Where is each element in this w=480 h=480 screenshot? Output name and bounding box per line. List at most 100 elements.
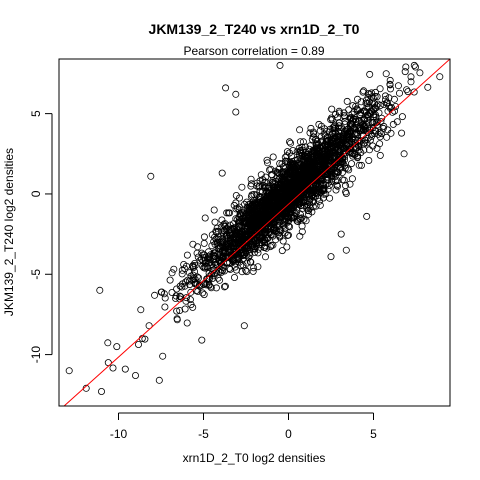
data-point [240, 200, 248, 208]
data-point [252, 211, 260, 219]
data-point [257, 171, 265, 179]
data-point [237, 227, 245, 235]
data-point [197, 255, 205, 263]
data-point [285, 138, 293, 146]
data-point [325, 165, 333, 173]
data-point [312, 148, 320, 156]
data-point [300, 181, 308, 189]
data-point [178, 283, 186, 291]
data-point [331, 110, 339, 118]
data-point [303, 154, 311, 162]
data-point [171, 294, 179, 302]
data-point [263, 156, 271, 164]
data-point [247, 218, 255, 226]
data-point [260, 235, 268, 243]
data-point [309, 159, 317, 167]
data-point [308, 208, 316, 216]
data-point [344, 129, 352, 137]
chart-subtitle: Pearson correlation = 0.89 [183, 44, 324, 58]
data-point [283, 243, 291, 251]
data-point [264, 218, 272, 226]
data-point [355, 161, 363, 169]
data-point [193, 273, 201, 281]
data-point [220, 283, 228, 291]
data-point [388, 108, 396, 116]
data-point [274, 192, 282, 200]
data-point [407, 73, 415, 81]
data-point [168, 269, 176, 277]
data-point [141, 335, 149, 343]
data-point [319, 181, 327, 189]
data-point [113, 343, 121, 351]
data-point [295, 195, 303, 203]
data-point [221, 282, 229, 290]
x-tick-label: -10 [110, 427, 128, 441]
data-point [326, 144, 334, 152]
data-point [278, 179, 286, 187]
data-point [155, 376, 163, 384]
data-point [263, 188, 271, 196]
data-point [305, 182, 313, 190]
data-point [263, 159, 271, 167]
y-axis-label: JKM139_2_T240 log2 densities [2, 148, 16, 316]
data-point [356, 111, 364, 119]
data-point [221, 222, 229, 230]
data-point [276, 61, 284, 69]
data-point [322, 181, 330, 189]
data-point [195, 274, 203, 282]
data-point [398, 129, 406, 137]
data-point [339, 142, 347, 150]
data-point [281, 169, 289, 177]
data-point [326, 194, 334, 202]
data-point [214, 235, 222, 243]
data-point [243, 244, 251, 252]
data-point [333, 147, 341, 155]
data-point [222, 84, 230, 92]
data-point [376, 85, 384, 93]
data-point [182, 278, 190, 286]
data-point [331, 129, 339, 137]
data-point [168, 288, 176, 296]
data-point [376, 140, 384, 148]
data-point [416, 69, 424, 77]
data-point [386, 76, 394, 84]
data-point [269, 153, 277, 161]
data-point [202, 281, 210, 289]
data-point [339, 139, 347, 147]
data-point [176, 282, 184, 290]
data-point [358, 121, 366, 129]
data-point [318, 157, 326, 165]
data-point [424, 83, 432, 91]
data-point [395, 89, 403, 97]
data-point [309, 203, 317, 211]
data-point [226, 253, 234, 261]
data-point [289, 192, 297, 200]
data-point [394, 82, 402, 90]
data-point [349, 102, 357, 110]
data-point [198, 336, 206, 344]
data-point [376, 151, 384, 159]
data-point [234, 222, 242, 230]
data-point [200, 264, 208, 272]
data-point [357, 161, 365, 169]
y-tick-label: -10 [29, 346, 43, 364]
data-point [253, 199, 261, 207]
data-point [307, 124, 315, 132]
data-point [381, 96, 389, 104]
data-point [189, 271, 197, 279]
x-tick-label: -5 [198, 427, 209, 441]
data-point [212, 227, 220, 235]
data-point [232, 108, 240, 116]
data-point [335, 109, 343, 117]
data-point [261, 253, 269, 261]
data-point [346, 180, 354, 188]
data-point [201, 214, 209, 222]
data-point [325, 151, 333, 159]
data-point [182, 262, 190, 270]
data-point [176, 306, 184, 314]
data-point [328, 105, 336, 113]
data-point [247, 175, 255, 183]
data-point [216, 276, 224, 284]
data-point [213, 224, 221, 232]
data-point [286, 159, 294, 167]
